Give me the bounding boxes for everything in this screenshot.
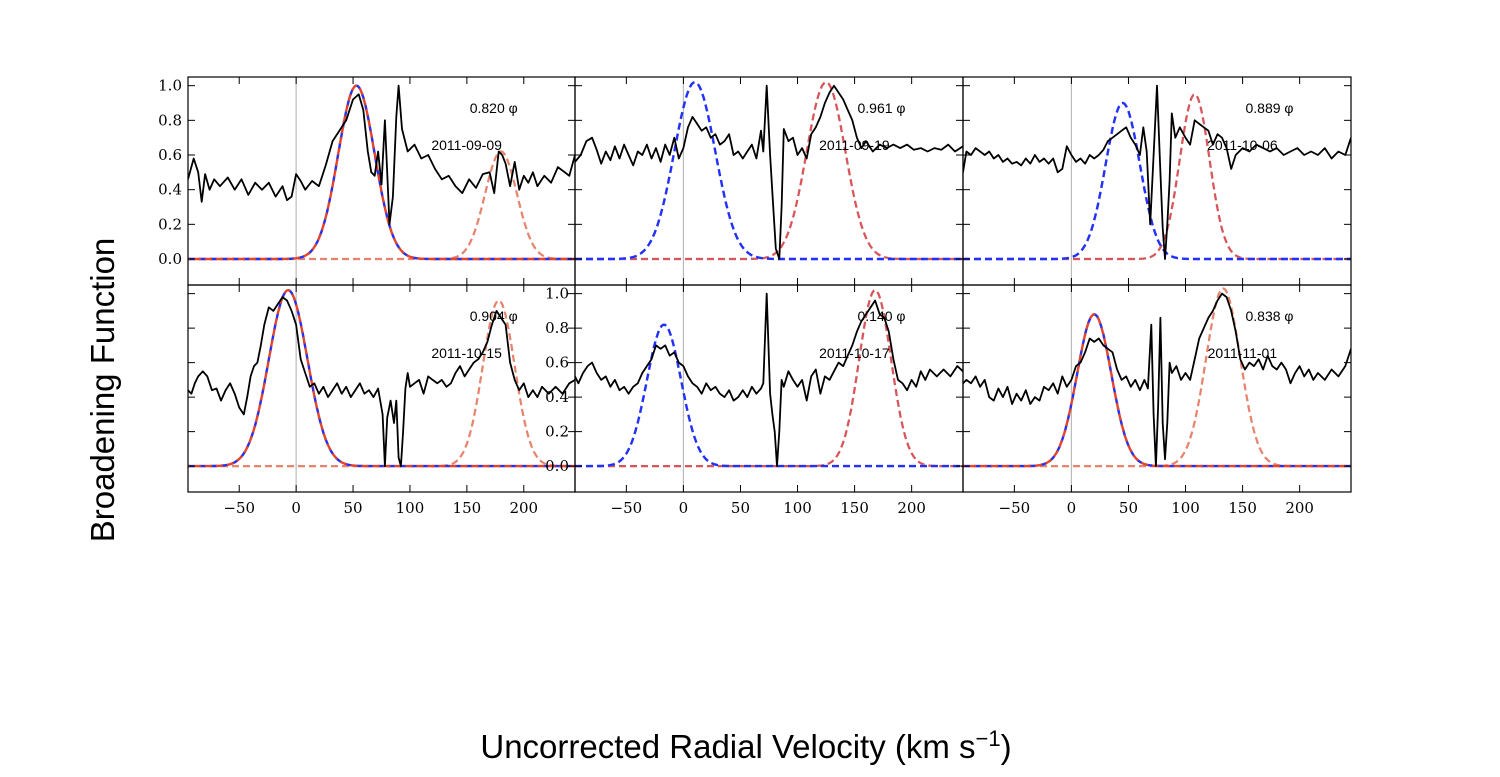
observed-bf-line bbox=[963, 292, 1351, 467]
x-tick-label: 100 bbox=[1171, 499, 1200, 517]
y-tick-label: 0.4 bbox=[545, 388, 569, 406]
observed-bf-line bbox=[188, 296, 575, 467]
primary-fit-blue-line bbox=[575, 80, 963, 261]
x-axis-title-main: Uncorrected Radial Velocity (km s bbox=[480, 728, 975, 765]
phase-label: 0.889 φ bbox=[1246, 100, 1294, 116]
panel-top-left: 0.0 0.2 0.4 0.6 0.8 1.0 0.820 φ 2011-09-09 bbox=[158, 76, 576, 286]
y-tick-label: 1.0 bbox=[158, 77, 182, 95]
primary-fit-red-line bbox=[188, 84, 575, 261]
x-tick-label: 50 bbox=[731, 499, 750, 517]
panel-bottom-right: −50 0 50 100 150 200 0.838 φ 2011-11-01 bbox=[962, 284, 1352, 517]
phase-label: 0.904 φ bbox=[470, 308, 518, 324]
y-axis-title: Broadening Function bbox=[84, 238, 121, 543]
x-tick-label: 200 bbox=[897, 499, 926, 517]
secondary-fit-red-line bbox=[188, 150, 575, 261]
x-axis-title-close: ) bbox=[1001, 728, 1012, 765]
y-tick-label: 0.2 bbox=[158, 215, 182, 233]
phase-label: 0.838 φ bbox=[1246, 308, 1294, 324]
plot-area bbox=[188, 77, 575, 285]
date-label: 2011-09-19 bbox=[819, 137, 890, 153]
x-tick-label: −50 bbox=[611, 499, 643, 517]
phase-label: 0.140 φ bbox=[858, 308, 906, 324]
y-tick-label: 0.8 bbox=[158, 111, 182, 129]
primary-fit-red-line bbox=[963, 313, 1351, 468]
observed-bf-line bbox=[575, 84, 963, 260]
x-tick-label: −50 bbox=[223, 499, 255, 517]
plot-area bbox=[963, 285, 1351, 492]
y-tick-label: 0.6 bbox=[158, 146, 182, 164]
phase-label: 0.961 φ bbox=[858, 100, 906, 116]
y-tick-label: 0.0 bbox=[545, 457, 569, 475]
date-label: 2011-10-06 bbox=[1207, 137, 1278, 153]
x-tick-label: 200 bbox=[1285, 499, 1314, 517]
panel-bottom-left: −50 0 50 100 150 200 0.904 φ 2011-10-15 bbox=[187, 284, 576, 517]
x-axis-title-unit-exponent: −1 bbox=[976, 726, 1001, 751]
primary-fit-peach-line bbox=[963, 101, 1351, 261]
panel-frame bbox=[962, 284, 1352, 493]
y-tick-label: 0.6 bbox=[545, 354, 569, 372]
plot-area bbox=[188, 285, 575, 492]
date-label: 2011-11-01 bbox=[1208, 345, 1278, 361]
panels-group: 0.0 0.2 0.4 0.6 0.8 1.0 0.820 φ 2011-09-09 0.961… bbox=[158, 76, 1352, 517]
x-tick-label: 200 bbox=[509, 499, 538, 517]
x-tick-label: 150 bbox=[1228, 499, 1257, 517]
primary-fit-blue-line bbox=[575, 323, 963, 468]
plot-area bbox=[575, 285, 963, 492]
observed-bf-line bbox=[575, 292, 963, 467]
y-tick-label: 1.0 bbox=[545, 285, 569, 303]
x-tick-label: 100 bbox=[396, 499, 425, 517]
secondary-fit-red-line bbox=[575, 81, 963, 261]
y-tick-label: 0.0 bbox=[158, 250, 182, 268]
x-tick-label: 150 bbox=[840, 499, 869, 517]
y-tick-label: 0.8 bbox=[545, 319, 569, 337]
x-tick-label: −50 bbox=[999, 499, 1031, 517]
x-tick-label: 0 bbox=[1067, 499, 1077, 517]
x-axis-title: Uncorrected Radial Velocity (km s−1) bbox=[480, 726, 1011, 766]
y-tick-label: 0.2 bbox=[545, 423, 569, 441]
primary-fit-blue-line bbox=[963, 101, 1351, 261]
observed-bf-line bbox=[963, 84, 1351, 260]
secondary-fit-red-line bbox=[963, 93, 1351, 261]
panel-top-right: 0.889 φ 2011-10-06 bbox=[962, 76, 1352, 286]
date-label: 2011-10-17 bbox=[819, 345, 890, 361]
plot-area bbox=[963, 77, 1351, 285]
phase-label: 0.820 φ bbox=[470, 100, 518, 116]
observed-bf-line bbox=[188, 84, 575, 226]
x-tick-label: 150 bbox=[453, 499, 482, 517]
date-label: 2011-09-09 bbox=[431, 137, 502, 153]
x-tick-label: 50 bbox=[343, 499, 362, 517]
x-tick-label: 100 bbox=[783, 499, 812, 517]
plot-area bbox=[575, 77, 963, 285]
secondary-fit-peach-line bbox=[963, 93, 1351, 261]
date-label: 2011-10-15 bbox=[431, 345, 502, 361]
x-tick-label: 50 bbox=[1119, 499, 1138, 517]
panel-bottom-middle: −50 0 50 100 150 200 0.0 0.2 0.4 0.6 0.8 1.0 0.140 φ… bbox=[545, 284, 964, 517]
x-tick-label: 0 bbox=[679, 499, 689, 517]
primary-fit-red-line bbox=[188, 288, 575, 468]
panel-top-middle: 0.961 φ 2011-09-19 bbox=[574, 76, 964, 286]
secondary-fit-peach-line bbox=[188, 150, 575, 261]
y-tick-label: 0.4 bbox=[158, 181, 182, 199]
x-tick-label: 0 bbox=[291, 499, 301, 517]
